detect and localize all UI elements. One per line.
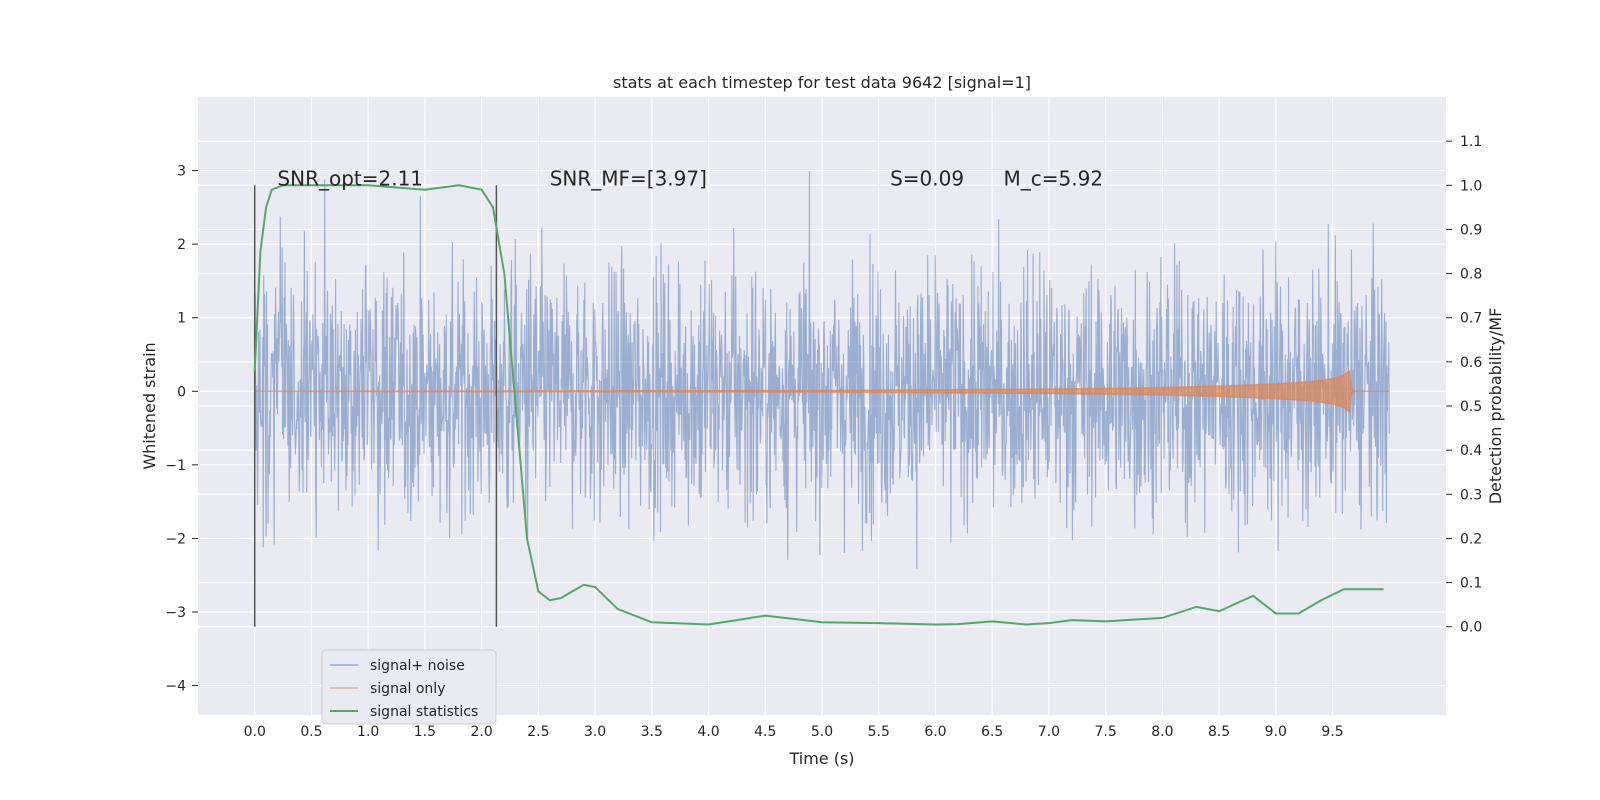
- y-right-tick-label: 0.9: [1460, 222, 1482, 238]
- y-right-tick-label: 0.1: [1460, 576, 1482, 592]
- x-tick-label: 3.0: [584, 724, 606, 740]
- x-tick-labels: 0.0 0.5 1.0 1.5 2.0 2.5 3.0 3.5 4.0 4.5 5.0 5.5 6.0 6…: [244, 724, 1344, 740]
- y-axis-label-right: Detection probability/MF: [1486, 308, 1505, 505]
- legend-box: [321, 649, 497, 725]
- x-tick-label: 1.5: [414, 724, 436, 740]
- y-tick-label: −4: [165, 679, 186, 695]
- y-tick-label: 2: [177, 237, 186, 253]
- legend-label: signal only: [370, 681, 445, 697]
- x-tick-label: 4.0: [697, 724, 719, 740]
- y-right-tick-label: 1.1: [1460, 134, 1482, 150]
- y-right-tick-label: 0.0: [1460, 620, 1482, 636]
- x-tick-label: 0.0: [244, 724, 266, 740]
- y-tick-label: −3: [165, 605, 186, 621]
- chart-title: stats at each timestep for test data 964…: [613, 73, 1031, 92]
- y-right-tick-label: 0.3: [1460, 487, 1482, 503]
- y-right-tick-label: 0.2: [1460, 531, 1482, 547]
- noise-trace: [254, 171, 1390, 569]
- vertical-lines: [253, 185, 498, 627]
- x-tick-label: 9.0: [1265, 724, 1287, 740]
- y-tick-label: −1: [165, 458, 186, 474]
- series-signal-noise: [254, 171, 1390, 569]
- y-tick-labels-right: 1.1 1.0 0.9 0.8 0.7 0.6 0.5 0.4 0.3 0.2 0.1 0.0: [1446, 134, 1482, 636]
- x-tick-label: 0.5: [300, 724, 322, 740]
- legend-label: signal statistics: [370, 704, 478, 720]
- y-right-tick-label: 0.6: [1460, 355, 1482, 371]
- x-tick-label: 5.0: [811, 724, 833, 740]
- y-right-tick-label: 0.5: [1460, 399, 1482, 415]
- y-tick-label: 1: [177, 311, 186, 327]
- x-tick-label: 5.5: [868, 724, 890, 740]
- annotations: SNR_opt=2.11 SNR_MF=[3.97] S=0.09 M_c=5.92: [277, 166, 1103, 190]
- annotation-1: SNR_MF=[3.97]: [550, 166, 707, 190]
- x-tick-label: 1.0: [357, 724, 379, 740]
- x-tick-label: 7.5: [1095, 724, 1117, 740]
- series-signal-only: [254, 369, 1390, 414]
- legend: signal+ noise signal only signal statistic…: [321, 649, 497, 725]
- y-axis-label: Whitened strain: [140, 342, 159, 469]
- y-tick-label: −2: [165, 531, 186, 547]
- x-tick-label: 6.0: [924, 724, 946, 740]
- x-tick-label: 6.5: [981, 724, 1003, 740]
- annotation-3: M_c=5.92: [1004, 166, 1104, 190]
- x-axis-label: Time (s): [788, 749, 854, 768]
- annotation-2: S=0.09: [890, 166, 964, 190]
- y-right-tick-label: 0.7: [1460, 311, 1482, 327]
- x-tick-label: 7.0: [1038, 724, 1060, 740]
- y-right-tick-label: 0.8: [1460, 267, 1482, 283]
- y-right-tick-label: 1.0: [1460, 178, 1482, 194]
- y-tick-label: 0: [177, 384, 186, 400]
- x-tick-label: 2.0: [471, 724, 493, 740]
- legend-label: signal+ noise: [370, 658, 465, 674]
- y-right-tick-label: 0.4: [1460, 443, 1482, 459]
- x-tick-label: 9.5: [1321, 724, 1343, 740]
- annotation-0: SNR_opt=2.11: [277, 166, 423, 190]
- x-tick-label: 8.5: [1208, 724, 1230, 740]
- x-tick-label: 8.0: [1151, 724, 1173, 740]
- series-signal-statistics: [253, 184, 1384, 626]
- x-tick-label: 3.5: [641, 724, 663, 740]
- y-tick-labels: 3 2 1 0 −1 −2 −3 −4: [165, 164, 198, 695]
- y-tick-label: 3: [177, 164, 186, 180]
- x-tick-label: 2.5: [527, 724, 549, 740]
- x-tick-label: 4.5: [754, 724, 776, 740]
